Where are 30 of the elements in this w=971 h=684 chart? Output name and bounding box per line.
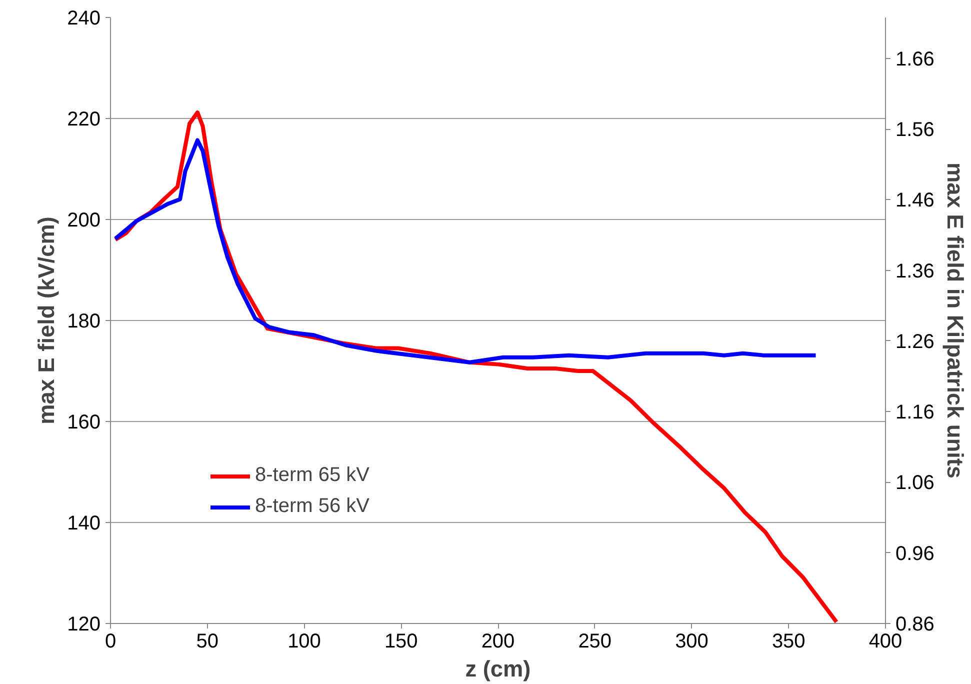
y-tick-label: 200 [67, 210, 101, 232]
y2-tick-label: 1.46 [896, 190, 934, 212]
legend-label: 8-term 56 kV [255, 495, 370, 518]
y2-tick-label: 1.06 [896, 472, 934, 494]
y2-tick-label: 0.96 [896, 542, 934, 565]
x-tick-label: 300 [675, 630, 708, 652]
x-axis-title: z (cm) [465, 656, 531, 682]
line-series [113, 138, 818, 364]
y-tick-label: 240 [67, 8, 101, 30]
y-tick-label: 220 [67, 108, 101, 130]
x-tick-label: 50 [196, 630, 218, 652]
y2-tick-label: 1.16 [896, 402, 934, 424]
y2-tick-label: 1.66 [896, 48, 934, 70]
x-tick-label: 200 [481, 630, 515, 652]
x-tick-label: 150 [384, 630, 418, 652]
y-axis-title: max E field (kV/cm) [33, 216, 60, 424]
y2-axis-title: max E field in Kilpatrick units [942, 162, 968, 479]
y2-tick-label: 1.36 [896, 260, 934, 282]
y-tick-label: 140 [67, 512, 101, 534]
legend-label: 8-term 65 kV [255, 464, 370, 487]
y-tick-label: 160 [67, 412, 101, 434]
y-tick-label: 120 [67, 614, 101, 636]
x-tick-label: 250 [578, 630, 612, 652]
x-tick-label: 400 [868, 630, 902, 652]
y2-tick-label: 1.26 [896, 330, 934, 353]
x-tick-label: 100 [288, 630, 321, 652]
y2-tick-label: 1.56 [896, 119, 934, 142]
y-tick-label: 180 [67, 310, 101, 332]
x-tick-label: 350 [772, 630, 806, 652]
x-tick-label: 0 [104, 630, 116, 652]
